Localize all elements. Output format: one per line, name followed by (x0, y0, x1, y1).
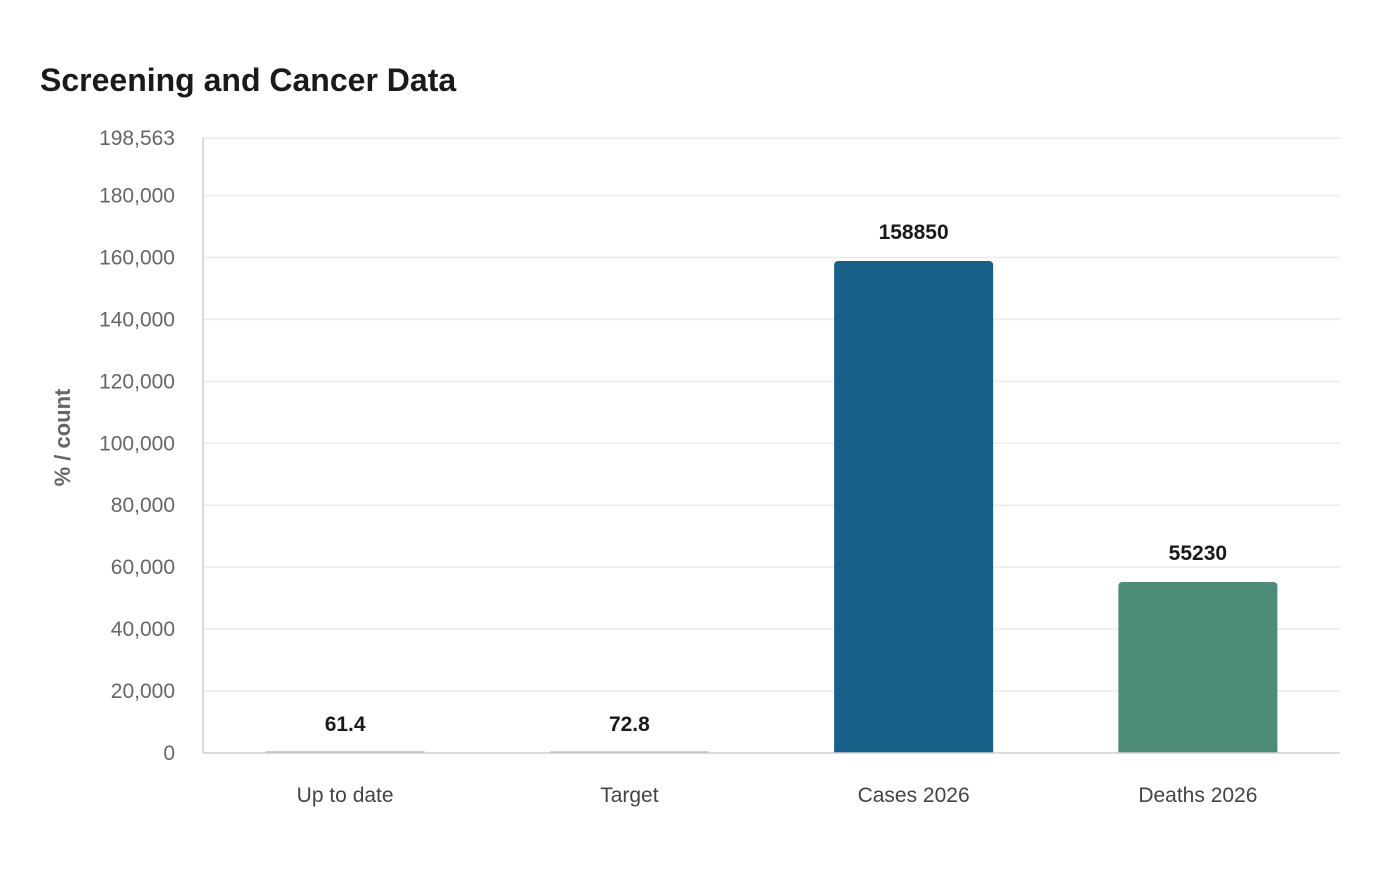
y-tick-label: 60,000 (111, 556, 175, 579)
y-axis-ticks: 0 20,000 40,000 60,000 80,000 100,000 120,000 1… (99, 127, 175, 765)
data-label: 72.8 (609, 713, 650, 736)
y-tick-label: 160,000 (99, 246, 175, 269)
bar-base (1118, 747, 1277, 753)
bars (266, 261, 1278, 753)
x-category-label: Deaths 2026 (1138, 784, 1257, 807)
y-tick-label: 140,000 (99, 308, 175, 331)
data-label: 55230 (1169, 542, 1227, 565)
x-axis-categories: Up to date Target Cases 2026 Deaths 2026 (297, 784, 1258, 807)
bar-base (834, 747, 993, 753)
y-tick-label: 100,000 (99, 432, 175, 455)
data-label: 61.4 (325, 713, 366, 736)
y-tick-label: 198,563 (99, 127, 175, 150)
x-category-label: Cases 2026 (858, 784, 970, 807)
x-category-label: Target (600, 784, 659, 807)
y-tick-label: 80,000 (111, 494, 175, 517)
bar-cases-2026 (834, 261, 993, 753)
y-tick-label: 180,000 (99, 184, 175, 207)
y-tick-label: 0 (163, 742, 175, 765)
y-tick-label: 120,000 (99, 370, 175, 393)
data-labels: 61.4 72.8 158850 55230 (325, 221, 1227, 736)
y-axis-title: % / count (50, 388, 75, 486)
bar-deaths-2026 (1118, 582, 1277, 753)
y-tick-label: 40,000 (111, 618, 175, 641)
data-label: 158850 (879, 221, 949, 244)
x-category-label: Up to date (297, 784, 394, 807)
y-tick-label: 20,000 (111, 680, 175, 703)
